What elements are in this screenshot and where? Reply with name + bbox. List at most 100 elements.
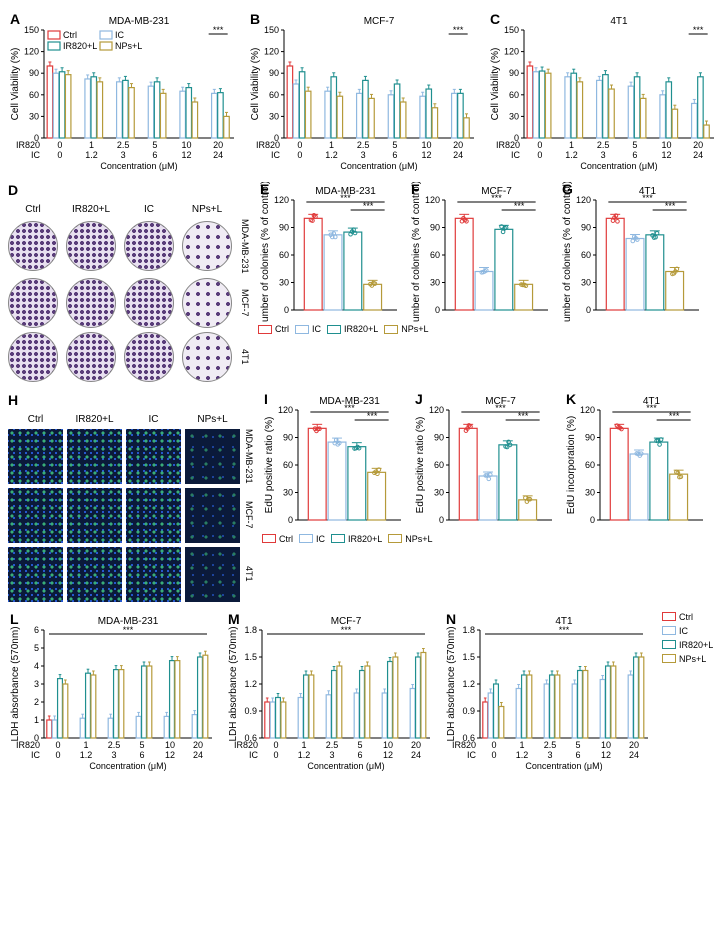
svg-text:60: 60 — [269, 90, 279, 100]
svg-text:Concentration (μM): Concentration (μM) — [340, 161, 417, 171]
svg-text:1.2: 1.2 — [244, 679, 257, 689]
svg-text:Ctrl: Ctrl — [63, 30, 77, 40]
well-2-2 — [124, 332, 174, 382]
well-2-0 — [8, 332, 58, 382]
panel-M: MMCF-70.60.91.21.51.8LDH absorbance (570… — [226, 612, 436, 772]
svg-text:***: *** — [642, 193, 653, 203]
svg-text:4T1: 4T1 — [610, 16, 628, 27]
svg-text:LDH absorbance (570nm): LDH absorbance (570nm) — [228, 626, 239, 741]
svg-text:60: 60 — [509, 90, 519, 100]
svg-text:120: 120 — [429, 405, 444, 415]
well-0-3 — [182, 221, 232, 271]
panel-F: FMCF-70306090120Number of colonies (% of… — [409, 182, 554, 322]
svg-text:***: *** — [646, 403, 657, 413]
svg-text:60: 60 — [434, 460, 444, 470]
svg-text:10: 10 — [181, 140, 191, 150]
svg-text:EdU incorporation (%): EdU incorporation (%) — [566, 415, 577, 513]
panel-G: G4T10306090120Number of colonies (% of c… — [560, 182, 705, 322]
svg-text:Concentration (μM): Concentration (μM) — [525, 761, 602, 771]
svg-text:20: 20 — [629, 740, 639, 750]
svg-text:Concentration (μM): Concentration (μM) — [89, 761, 166, 771]
svg-text:***: *** — [453, 25, 464, 35]
svg-text:0: 0 — [57, 140, 62, 150]
svg-text:IC: IC — [271, 150, 281, 160]
svg-text:2.5: 2.5 — [108, 740, 121, 750]
svg-text:Cell Viability (%): Cell Viability (%) — [10, 48, 21, 121]
svg-text:5: 5 — [34, 643, 39, 653]
svg-text:B: B — [250, 12, 260, 27]
svg-text:Concentration (μM): Concentration (μM) — [307, 761, 384, 771]
row-lmn: LMDA-MB-2310123456LDH absorbance (570nm)… — [8, 612, 719, 772]
svg-text:3: 3 — [34, 679, 39, 689]
svg-text:30: 30 — [29, 111, 39, 121]
svg-text:1: 1 — [89, 140, 94, 150]
svg-text:1.2: 1.2 — [516, 750, 529, 760]
svg-text:2: 2 — [34, 697, 39, 707]
svg-text:24: 24 — [453, 150, 463, 160]
svg-text:3: 3 — [547, 750, 552, 760]
svg-text:Number of colonies (% of contr: Number of colonies (% of control) — [562, 182, 573, 322]
micro-1-1 — [67, 488, 122, 543]
micro-0-2 — [126, 429, 181, 484]
well-1-0 — [8, 278, 58, 328]
svg-text:24: 24 — [693, 150, 703, 160]
svg-text:MCF-7: MCF-7 — [364, 16, 395, 27]
svg-text:30: 30 — [434, 487, 444, 497]
panel-A: AMDA-MB-2310306090120150Cell Viability (… — [8, 12, 240, 172]
svg-text:0: 0 — [586, 305, 591, 315]
legend-item-ctrl: Ctrl — [262, 534, 293, 544]
svg-text:I: I — [264, 392, 268, 407]
svg-text:60: 60 — [430, 250, 440, 260]
svg-text:12: 12 — [383, 750, 393, 760]
legend-item-npsl: NPs+L — [388, 534, 432, 544]
svg-text:5: 5 — [357, 740, 362, 750]
svg-text:6: 6 — [152, 150, 157, 160]
svg-text:LDH absorbance (570nm): LDH absorbance (570nm) — [446, 626, 457, 741]
svg-text:20: 20 — [453, 140, 463, 150]
micro-2-0 — [8, 547, 63, 602]
legend-item-npsl: NPs+L — [384, 324, 428, 334]
svg-text:12: 12 — [661, 150, 671, 160]
svg-text:30: 30 — [269, 111, 279, 121]
svg-text:NPs+L: NPs+L — [115, 41, 142, 51]
micro-1-3 — [185, 488, 240, 543]
svg-text:LDH absorbance (570nm): LDH absorbance (570nm) — [10, 626, 21, 741]
svg-text:IC: IC — [31, 750, 41, 760]
svg-text:Concentration (μM): Concentration (μM) — [580, 161, 657, 171]
svg-text:1.8: 1.8 — [462, 625, 475, 635]
svg-text:120: 120 — [278, 405, 293, 415]
svg-text:2.5: 2.5 — [326, 740, 339, 750]
svg-text:***: *** — [693, 25, 704, 35]
svg-text:Cell Viability (%): Cell Viability (%) — [250, 48, 261, 121]
panel-B: BMCF-70306090120150Cell Viability (%)001… — [248, 12, 480, 172]
legend-ijk: CtrlICIR820+LNPs+L — [262, 534, 709, 544]
svg-text:IC: IC — [31, 150, 41, 160]
svg-text:0: 0 — [57, 150, 62, 160]
svg-text:1.2: 1.2 — [298, 750, 311, 760]
legend-item-npsl: NPs+L — [662, 654, 713, 664]
svg-text:0: 0 — [288, 515, 293, 525]
legend-item-ir820l: IR820+L — [662, 640, 713, 650]
panel-I: IMDA-MB-2310306090120EdU positive ratio … — [262, 392, 407, 532]
legend-item-ctrl: Ctrl — [258, 324, 289, 334]
svg-text:IR820: IR820 — [452, 740, 476, 750]
well-0-0 — [8, 221, 58, 271]
micro-0-3 — [185, 429, 240, 484]
svg-text:20: 20 — [411, 740, 421, 750]
panel-H: HCtrlIR820+LICNPs+LMDA-MB-231MCF-74T1 — [8, 392, 254, 602]
svg-text:120: 120 — [504, 47, 519, 57]
svg-text:2.5: 2.5 — [597, 140, 610, 150]
svg-text:5: 5 — [139, 740, 144, 750]
legend-item-ic: IC — [295, 324, 321, 334]
svg-text:150: 150 — [264, 25, 279, 35]
micro-2-2 — [126, 547, 181, 602]
svg-text:24: 24 — [213, 150, 223, 160]
svg-text:***: *** — [495, 403, 506, 413]
legend-item-ir820l: IR820+L — [327, 324, 378, 334]
micro-1-0 — [8, 488, 63, 543]
svg-text:5: 5 — [632, 140, 637, 150]
row-hijk: HCtrlIR820+LICNPs+LMDA-MB-231MCF-74T1 IM… — [8, 392, 719, 602]
legend-lmn: CtrlICIR820+LNPs+L — [662, 612, 713, 668]
legend-item-ctrl: Ctrl — [662, 612, 713, 622]
svg-text:***: *** — [123, 625, 134, 635]
